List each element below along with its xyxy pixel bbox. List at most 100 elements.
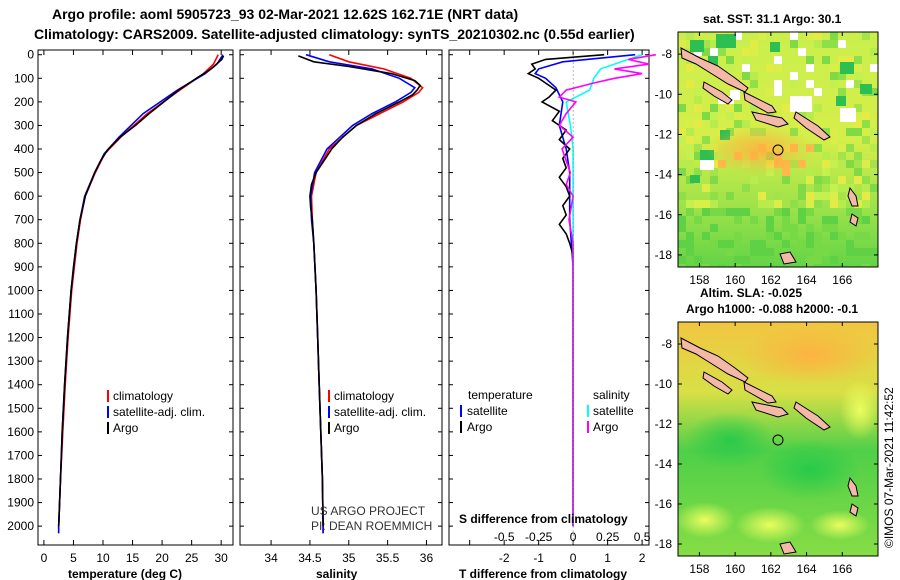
sst-cell: [806, 192, 814, 200]
legend-t-argo-label: Argo: [467, 420, 493, 434]
sst-cell: [742, 56, 750, 64]
depth-tick-label: 100: [14, 71, 34, 85]
sst-cell: [846, 128, 854, 136]
sst-cell: [710, 168, 718, 176]
sst-cell: [862, 136, 870, 144]
sst-cell: [830, 216, 838, 224]
sst-cell: [734, 104, 742, 112]
sst-cell: [774, 88, 782, 96]
sst-cell: [790, 40, 798, 48]
sst-cell: [678, 224, 686, 232]
sst-cell: [774, 80, 782, 88]
sst-cell: [702, 136, 710, 144]
sst-cell: [798, 208, 806, 216]
sst-cell: [814, 248, 822, 256]
sst-cell: [862, 184, 870, 192]
sst-map-frame: [677, 31, 879, 268]
sst-cell: [862, 216, 870, 224]
sst-cell: [870, 48, 878, 56]
lat-tick-label: -18: [655, 248, 673, 262]
sst-cell: [814, 88, 822, 96]
sst-cell: [830, 160, 838, 168]
sst-cell: [862, 120, 870, 128]
island-makira: [793, 401, 831, 431]
depth-tick-label: 1400: [7, 378, 34, 392]
sst-cell: [822, 224, 830, 232]
x-tick-label: 35.5: [376, 551, 400, 565]
sst-cell: [854, 72, 862, 80]
sst-cell: [854, 176, 862, 184]
sst-cell: [770, 42, 780, 52]
sst-cell: [678, 104, 686, 112]
x-tick-label: -1: [533, 551, 544, 565]
sst-cell: [686, 208, 694, 216]
sst-cell: [782, 200, 790, 208]
sst-cell: [790, 80, 798, 88]
sst-cell: [686, 200, 694, 208]
x-tick-label: 36: [420, 551, 434, 565]
t-difference-xlabel: T difference from climatology: [459, 567, 627, 580]
sst-cell: [790, 72, 798, 80]
sst-cell: [710, 40, 718, 48]
depth-tick-label: 1700: [7, 448, 34, 462]
sst-cell: [822, 128, 830, 136]
sst-cell: [702, 112, 710, 120]
difference-legend: temperature salinity satellite Argo sate…: [460, 388, 634, 434]
sst-cell: [694, 96, 702, 104]
sst-cell: [710, 112, 718, 120]
sst-cell: [774, 56, 782, 64]
difference-panel: -2 -1 0 1 2 -0.5 -0.25 0 0.25 0.5 S difference f…: [448, 49, 657, 580]
lon-tick-label: 160: [725, 562, 745, 576]
sst-cell: [782, 104, 790, 112]
yellow-patch: [678, 502, 735, 538]
difference-plot-frame: [448, 49, 650, 546]
sst-cell: [814, 232, 822, 240]
sst-cell: [830, 256, 838, 264]
depth-tick-label: 600: [14, 189, 34, 203]
sst-cell: [734, 232, 742, 240]
sst-cell: [766, 232, 774, 240]
depth-tick-label: 700: [14, 213, 34, 227]
sst-cell: [774, 200, 782, 208]
temperature-legend: climatology satellite-adj. clim. Argo: [107, 389, 205, 435]
sst-cell: [758, 32, 766, 40]
sst-cell: [862, 200, 870, 208]
sst-cell: [806, 256, 814, 264]
sst-cell: [774, 232, 782, 240]
legend-satellite-label: satellite-adj. clim.: [113, 405, 205, 419]
sst-cell: [750, 104, 758, 112]
yellow-patch: [840, 380, 878, 440]
series-line-argo: [298, 55, 422, 527]
legend-t-satellite-label: satellite: [467, 404, 508, 418]
depth-tick-label: 1900: [7, 496, 34, 510]
sst-cell: [694, 168, 702, 176]
sst-cell: [766, 64, 774, 72]
sst-cell: [726, 112, 734, 120]
sst-cell: [862, 192, 870, 200]
sst-cell: [750, 216, 758, 224]
lat-tick-label: -14: [655, 457, 673, 471]
sst-cell: [758, 192, 766, 200]
sst-cell: [846, 160, 854, 168]
sst-cell: [822, 168, 830, 176]
island-guadalcanal-south: [751, 401, 789, 418]
sst-cell: [854, 208, 862, 216]
sst-cell: [814, 200, 822, 208]
island-vanuatu-north: [847, 186, 859, 207]
sst-cell: [678, 264, 686, 267]
sst-cell: [854, 64, 862, 72]
depth-tick-label: 1600: [7, 425, 34, 439]
sst-cell: [830, 200, 838, 208]
sla-map-frame: [677, 321, 879, 557]
island-guadalcanal: [743, 91, 777, 114]
sst-cell: [838, 40, 846, 48]
sst-cell: [734, 208, 742, 216]
sst-cell: [814, 184, 822, 192]
sst-cell: [710, 104, 718, 112]
sst-cell: [678, 136, 686, 144]
sst-cell: [690, 175, 700, 183]
low-sla-patch: [760, 440, 860, 500]
temperature-panel: 0100200300400500600700800900100011001200…: [7, 48, 234, 580]
x-tick-label: 1: [604, 551, 611, 565]
sst-cell: [678, 168, 686, 176]
